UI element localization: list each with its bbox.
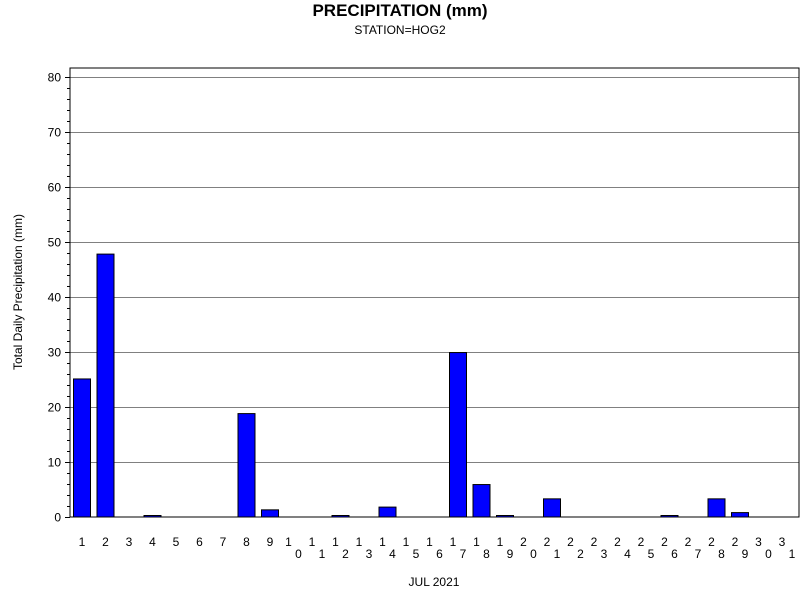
x-tick-label: 1: [285, 535, 292, 549]
bar: [378, 506, 397, 518]
x-tick-label: 2: [614, 535, 621, 549]
x-tick-label: 4: [389, 547, 396, 561]
y-tick-label: 40: [48, 291, 62, 305]
x-tick-label: 8: [243, 535, 250, 549]
x-tick-label: 8: [718, 547, 725, 561]
x-tick-label: 4: [624, 547, 631, 561]
x-tick-label: 7: [695, 547, 702, 561]
bar: [73, 378, 91, 518]
y-tick-label: 80: [48, 71, 62, 85]
chart-subtitle: STATION=HOG2: [354, 23, 446, 37]
bars: [73, 253, 749, 518]
x-tick-label: 2: [708, 535, 715, 549]
x-tick-label: 1: [403, 535, 410, 549]
x-tick-label: 5: [648, 547, 655, 561]
x-tick-label: 1: [473, 535, 480, 549]
y-tick-label: 20: [48, 401, 62, 415]
x-tick-label: 1: [356, 535, 363, 549]
x-tick-label: 8: [483, 547, 490, 561]
x-tick-label: 1: [450, 535, 457, 549]
gridlines: [70, 77, 799, 463]
x-tick-label: 3: [601, 547, 608, 561]
x-tick-label: 1: [789, 547, 796, 561]
x-tick-label: 1: [554, 547, 561, 561]
bar: [472, 484, 491, 518]
x-axis-label: JUL 2021: [408, 575, 460, 589]
x-tick-label: 2: [732, 535, 739, 549]
x-tick-label: 1: [497, 535, 504, 549]
x-tick-label: 2: [685, 535, 692, 549]
x-axis: 1 2 3 4 5 6 7 8 9 1011121314151617181920212223242…: [79, 535, 796, 561]
x-tick-label: 3: [366, 547, 373, 561]
bar: [449, 352, 467, 518]
bar: [261, 509, 279, 518]
plot-frame: [69, 67, 800, 518]
y-tick-label: 50: [48, 236, 62, 250]
x-tick-label: 1: [379, 535, 386, 549]
bar: [96, 253, 115, 518]
bar: [237, 413, 256, 518]
x-tick-label: 3: [126, 535, 133, 549]
x-tick-label: 7: [220, 535, 227, 549]
x-tick-label: 1: [309, 535, 316, 549]
y-tick-label: 30: [48, 346, 62, 360]
x-tick-label: 9: [507, 547, 514, 561]
x-tick-label: 5: [413, 547, 420, 561]
y-tick-label: 70: [48, 126, 62, 140]
x-tick-label: 7: [460, 547, 467, 561]
x-tick-label: 1: [79, 535, 86, 549]
x-tick-label: 1: [332, 535, 339, 549]
x-tick-label: 6: [436, 547, 443, 561]
x-tick-label: 2: [567, 535, 574, 549]
x-tick-label: 4: [149, 535, 156, 549]
x-tick-label: 2: [577, 547, 584, 561]
x-tick-label: 6: [196, 535, 203, 549]
x-tick-label: 0: [530, 547, 537, 561]
x-tick-label: 2: [661, 535, 668, 549]
x-tick-label: 2: [544, 535, 551, 549]
y-axis-label: Total Daily Precipitation (mm): [11, 213, 25, 371]
x-tick-label: 2: [342, 547, 349, 561]
y-tick-label: 60: [48, 181, 62, 195]
y-axis: 0 10 20 30 40 50 60 70 80: [48, 71, 70, 525]
x-tick-label: 2: [520, 535, 527, 549]
x-tick-label: 1: [426, 535, 433, 549]
x-tick-label: 0: [295, 547, 302, 561]
x-tick-label: 2: [102, 535, 109, 549]
bar: [707, 498, 726, 518]
y-tick-label: 10: [48, 456, 62, 470]
chart-title: PRECIPITATION (mm): [312, 1, 488, 20]
x-tick-label: 9: [267, 535, 274, 549]
x-tick-label: 0: [765, 547, 772, 561]
x-tick-label: 5: [173, 535, 180, 549]
x-tick-label: 6: [671, 547, 678, 561]
y-tick-label: 0: [54, 511, 61, 525]
bar: [543, 498, 561, 518]
x-tick-label: 2: [591, 535, 598, 549]
x-tick-label: 1: [319, 547, 326, 561]
x-tick-label: 3: [755, 535, 762, 549]
x-tick-label: 9: [742, 547, 749, 561]
bar: [731, 512, 749, 518]
x-tick-label: 2: [638, 535, 645, 549]
x-tick-label: 3: [779, 535, 786, 549]
